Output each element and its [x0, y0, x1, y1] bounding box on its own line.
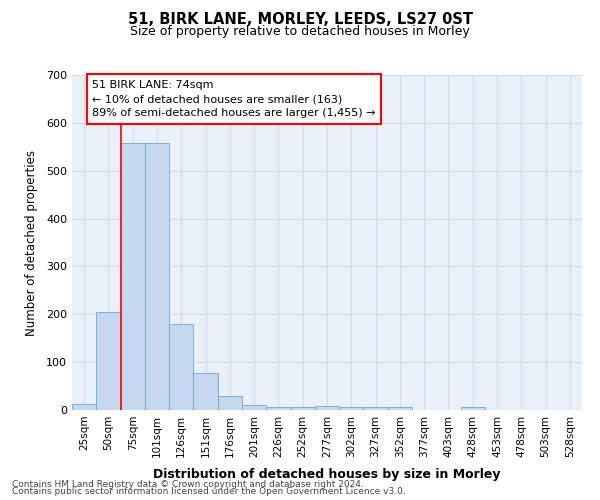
Bar — [461, 407, 485, 410]
Bar — [193, 372, 218, 410]
Y-axis label: Number of detached properties: Number of detached properties — [25, 150, 38, 336]
Bar — [242, 404, 266, 410]
Text: Size of property relative to detached houses in Morley: Size of property relative to detached ho… — [130, 25, 470, 38]
Bar — [364, 407, 388, 410]
Bar — [121, 144, 145, 410]
Text: Contains public sector information licensed under the Open Government Licence v3: Contains public sector information licen… — [12, 488, 406, 496]
Bar — [388, 407, 412, 410]
Bar — [315, 406, 339, 410]
Bar — [290, 406, 315, 410]
Bar — [145, 144, 169, 410]
Text: Contains HM Land Registry data © Crown copyright and database right 2024.: Contains HM Land Registry data © Crown c… — [12, 480, 364, 489]
Bar — [339, 406, 364, 410]
X-axis label: Distribution of detached houses by size in Morley: Distribution of detached houses by size … — [153, 468, 501, 481]
Bar — [266, 406, 290, 410]
Bar — [72, 404, 96, 410]
Bar — [218, 396, 242, 410]
Bar — [96, 312, 121, 410]
Text: 51 BIRK LANE: 74sqm
← 10% of detached houses are smaller (163)
89% of semi-detac: 51 BIRK LANE: 74sqm ← 10% of detached ho… — [92, 80, 376, 118]
Bar — [169, 324, 193, 410]
Text: 51, BIRK LANE, MORLEY, LEEDS, LS27 0ST: 51, BIRK LANE, MORLEY, LEEDS, LS27 0ST — [128, 12, 473, 28]
